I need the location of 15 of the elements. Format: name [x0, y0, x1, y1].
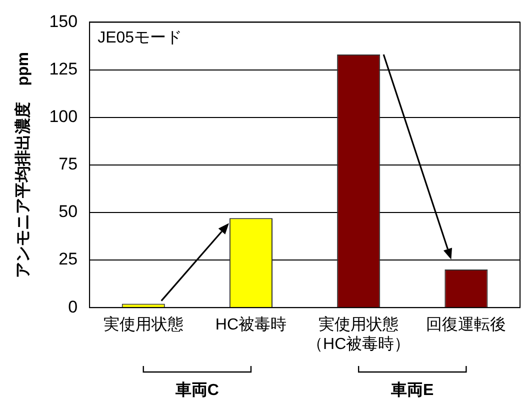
y-tick-label: 100: [49, 107, 78, 126]
y-tick-label: 125: [49, 59, 78, 78]
y-tick-label: 150: [49, 12, 78, 31]
y-axis-title: アンモニア平均排出濃度 ppm: [13, 52, 32, 278]
x-tick-label: 実使用状態（HC被毒時）: [307, 316, 410, 353]
chart-title: JE05モード: [98, 30, 182, 47]
x-tick-label: 実使用状態: [103, 316, 184, 334]
x-tick-label: HC被毒時: [215, 316, 287, 334]
y-tick-label: 75: [58, 154, 78, 174]
text: 車両C: [175, 380, 219, 401]
x-tick-label: 回復運転後: [426, 316, 506, 334]
y-tick-label: 50: [58, 202, 78, 222]
y-tick-label: 25: [58, 250, 78, 269]
text: 車両E: [391, 380, 434, 401]
y-tick-label: 0: [68, 297, 78, 316]
